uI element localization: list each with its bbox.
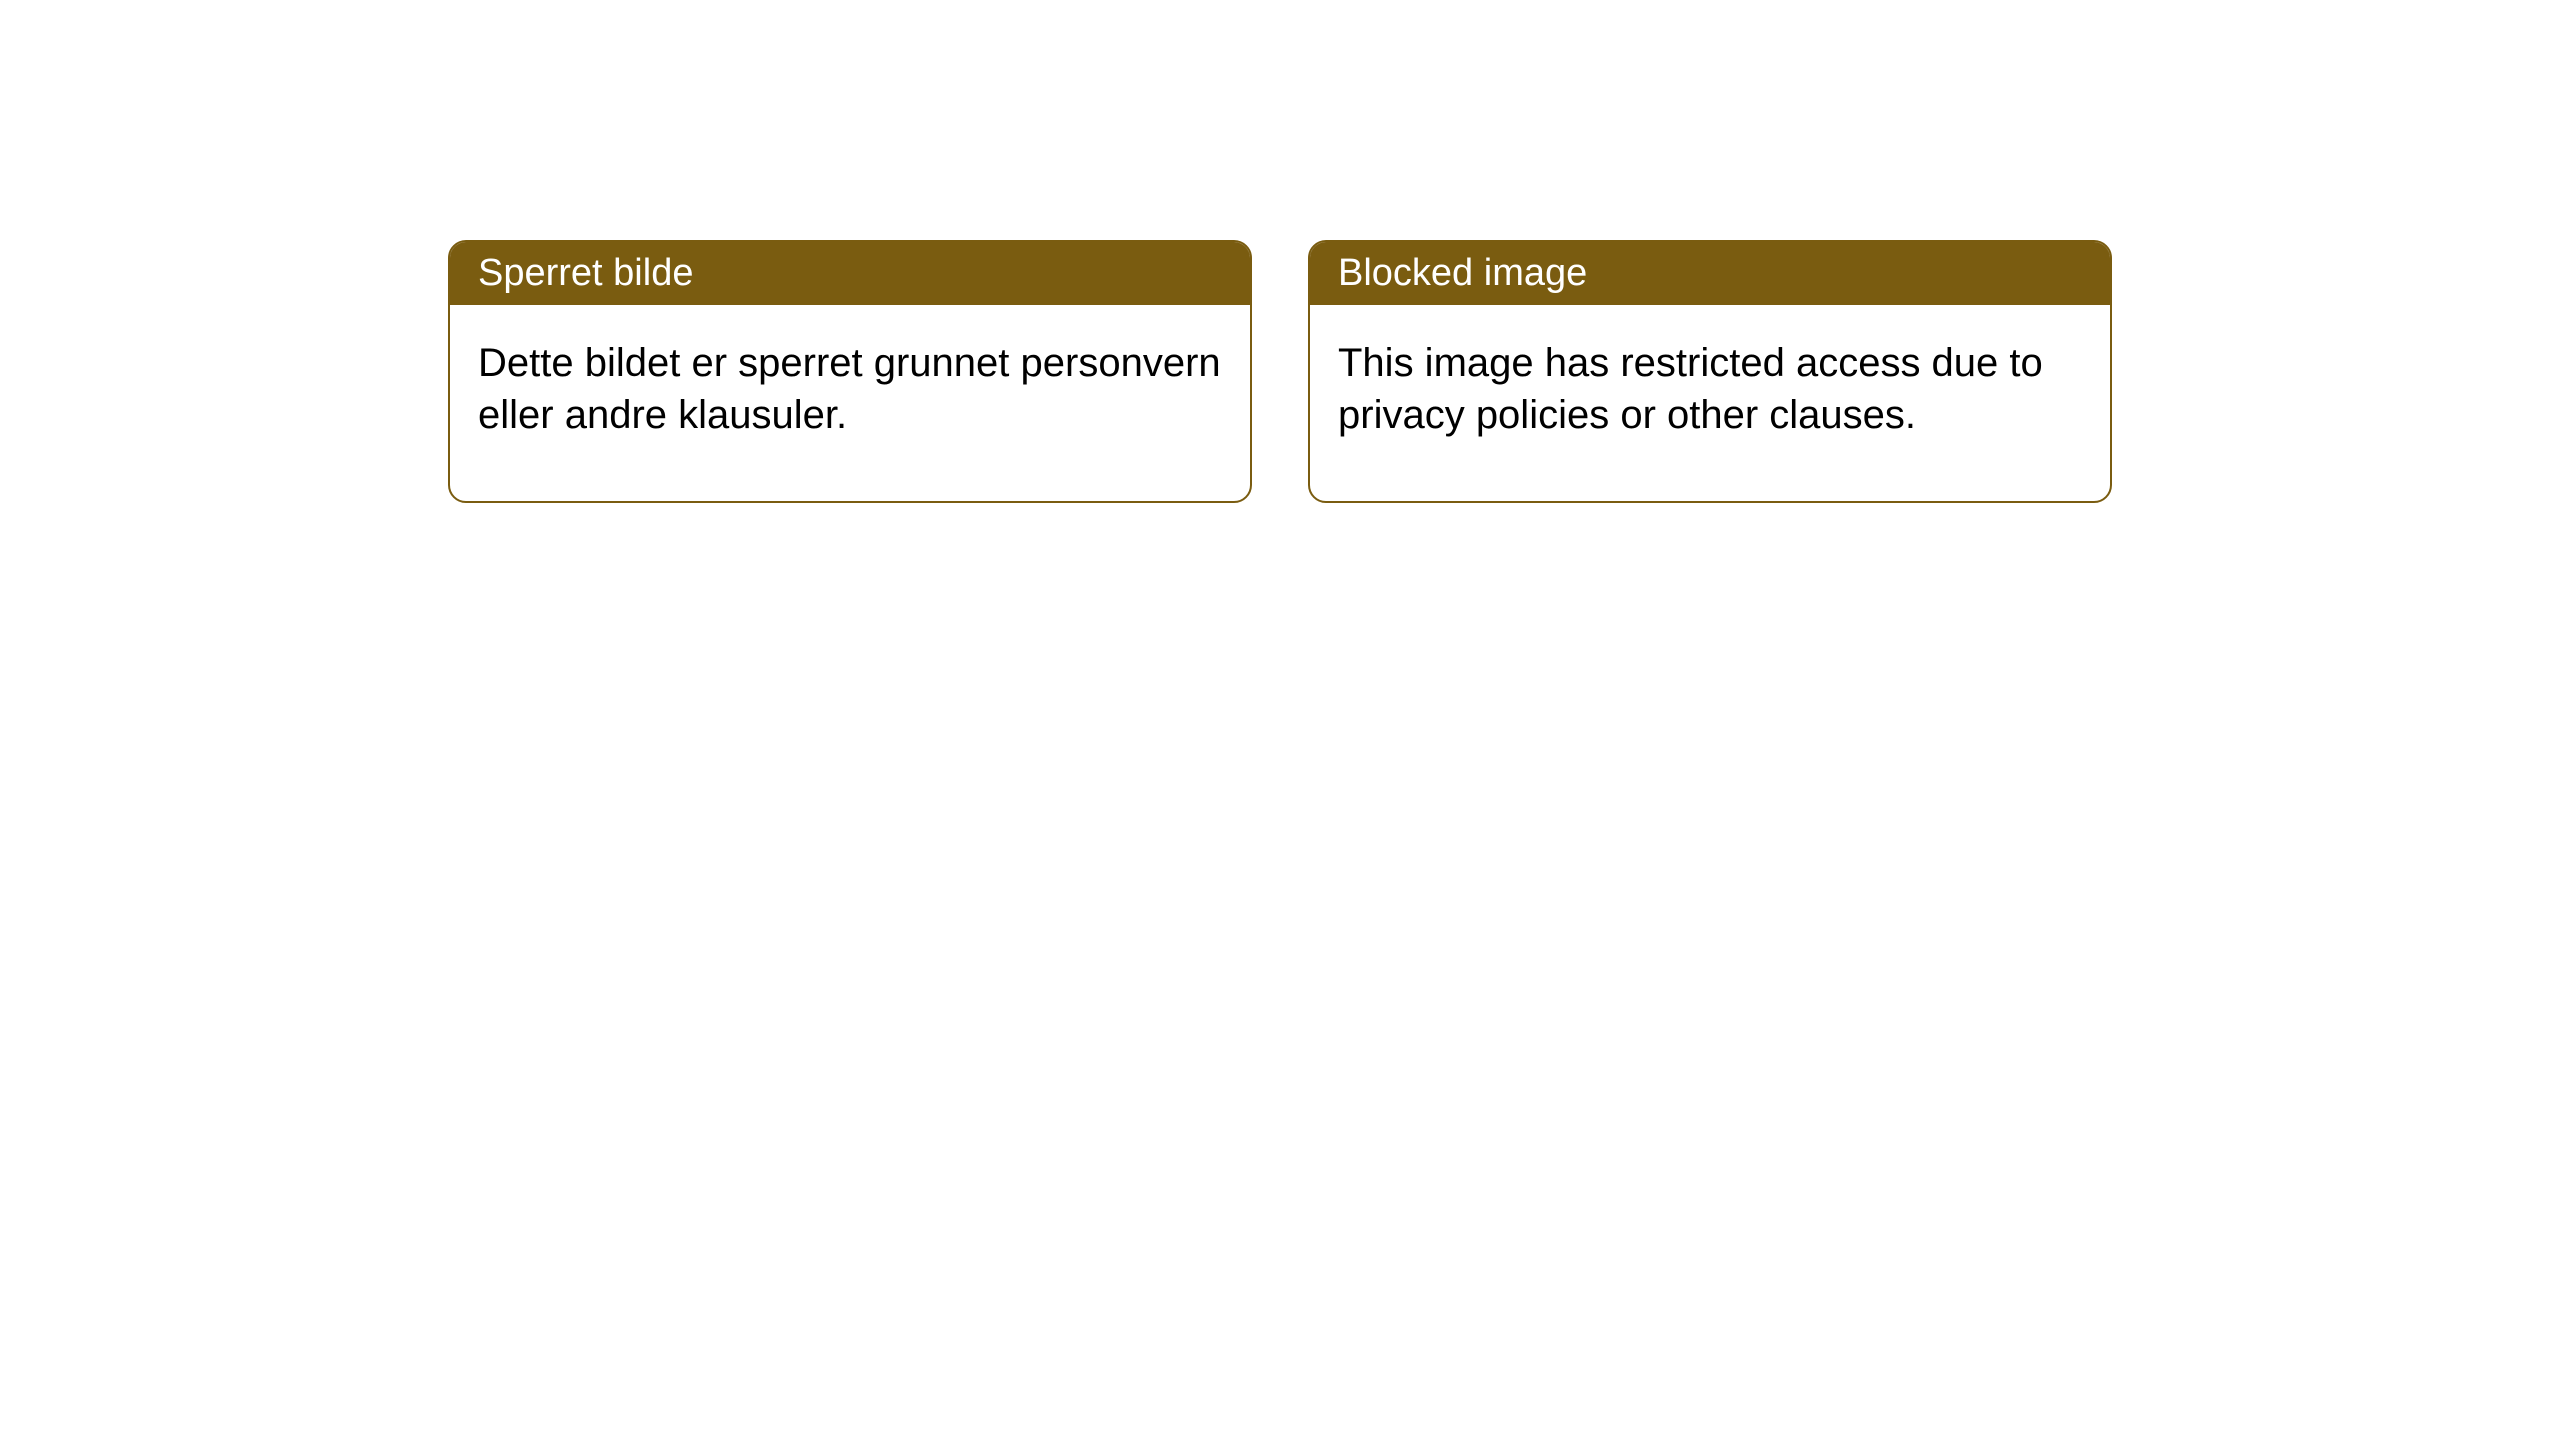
notice-body-english: This image has restricted access due to … xyxy=(1310,305,2110,501)
notice-header-english: Blocked image xyxy=(1310,242,2110,305)
notice-body-norwegian: Dette bildet er sperret grunnet personve… xyxy=(450,305,1250,501)
notice-container: Sperret bilde Dette bildet er sperret gr… xyxy=(448,240,2112,503)
notice-card-norwegian: Sperret bilde Dette bildet er sperret gr… xyxy=(448,240,1252,503)
notice-card-english: Blocked image This image has restricted … xyxy=(1308,240,2112,503)
notice-header-norwegian: Sperret bilde xyxy=(450,242,1250,305)
